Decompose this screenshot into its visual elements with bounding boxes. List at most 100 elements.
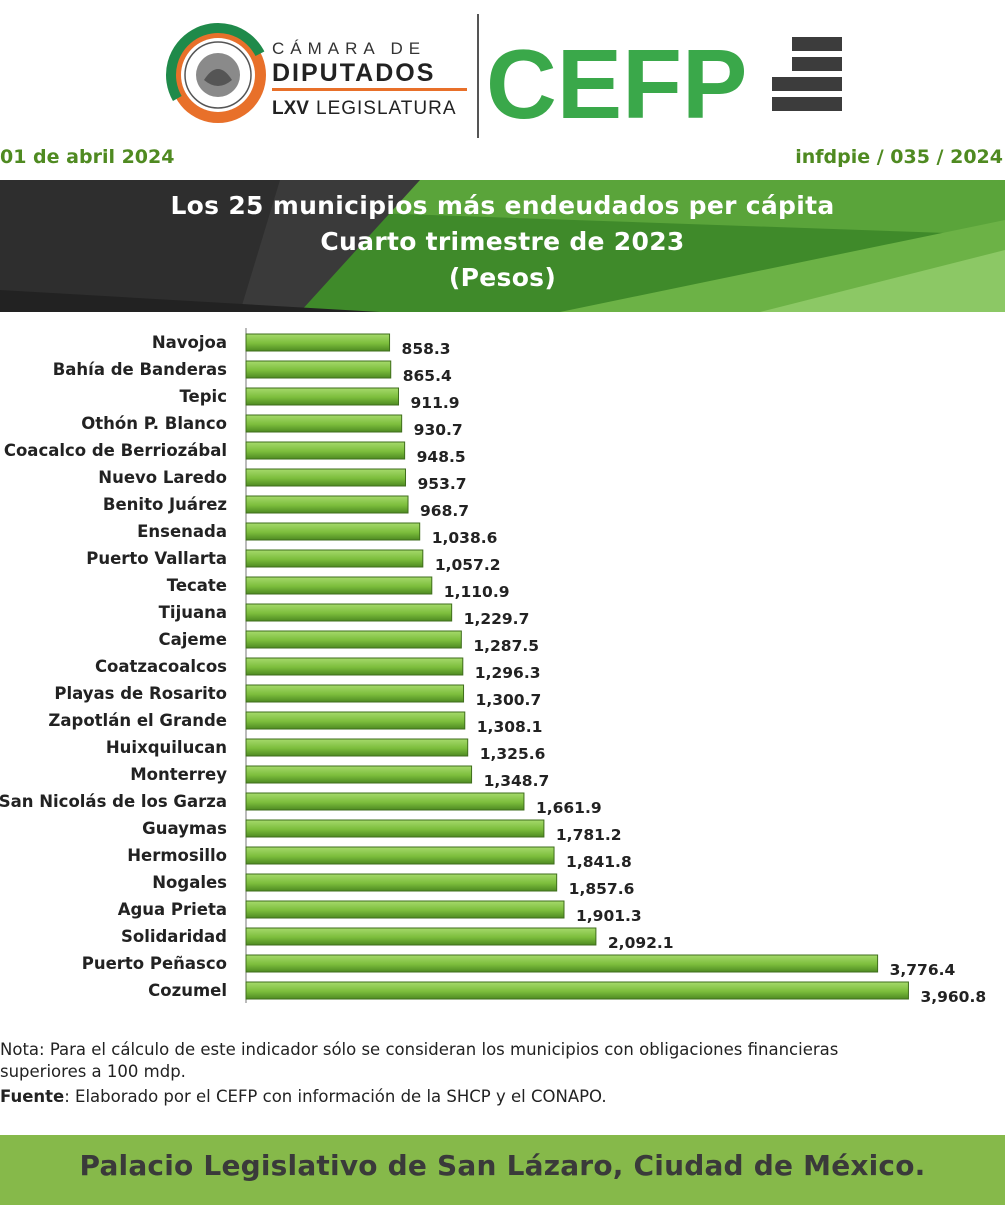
source-text: : Elaborado por el CEFP con información … — [64, 1087, 607, 1106]
cefp-logo-text: CEFP — [486, 29, 747, 139]
header-logos: CÁMARA DE DIPUTADOS LXV LEGISLATURA CEFP — [166, 14, 842, 139]
category-label: Huixquilucan — [106, 738, 227, 757]
category-label: Navojoa — [152, 333, 227, 352]
value-label: 1,287.5 — [473, 637, 539, 655]
bar — [245, 414, 403, 433]
footer-band: Palacio Legislativo de San Lázaro, Ciuda… — [0, 1135, 1005, 1205]
category-label: Coacalco de Berriozábal — [4, 441, 227, 460]
category-label: Ensenada — [137, 522, 227, 541]
value-label: 1,296.3 — [475, 664, 541, 682]
value-label: 1,300.7 — [476, 691, 542, 709]
value-label: 1,781.2 — [556, 826, 622, 844]
category-label: Othón P. Blanco — [81, 414, 227, 433]
header-divider — [477, 14, 479, 138]
bar — [245, 765, 473, 784]
value-label: 1,348.7 — [484, 772, 550, 790]
bar — [245, 387, 400, 406]
category-label: Playas de Rosarito — [54, 684, 227, 703]
source-line: Fuente: Elaborado por el CEFP con inform… — [0, 1087, 607, 1106]
document-code: infdpie / 035 / 2024 — [795, 146, 1003, 168]
bar — [245, 846, 555, 865]
bar — [245, 576, 433, 595]
value-label: 1,038.6 — [432, 529, 498, 547]
category-label: Puerto Vallarta — [86, 549, 227, 568]
category-label: Zapotlán el Grande — [48, 711, 227, 730]
category-label: Coatzacoalcos — [95, 657, 227, 676]
note-text: Nota: Para el cálculo de este indicador … — [0, 1040, 839, 1059]
note-text-continued: superiores a 100 mdp. — [0, 1062, 186, 1081]
category-label: Bahía de Banderas — [53, 360, 227, 379]
bar — [245, 684, 465, 703]
value-label: 1,308.1 — [477, 718, 543, 736]
bar — [245, 360, 392, 379]
category-label: Tepic — [179, 387, 227, 406]
bar — [245, 711, 466, 730]
bar — [245, 792, 525, 811]
category-label: Nuevo Laredo — [98, 468, 227, 487]
value-label: 3,960.8 — [920, 988, 986, 1006]
bar — [245, 900, 565, 919]
category-label: Cozumel — [148, 981, 227, 1000]
value-label: 865.4 — [403, 367, 452, 385]
value-label: 1,110.9 — [444, 583, 510, 601]
category-label: Nogales — [152, 873, 227, 892]
value-label: 2,092.1 — [608, 934, 674, 952]
category-label: Benito Juárez — [103, 495, 227, 514]
value-label: 911.9 — [411, 394, 460, 412]
source-label: Fuente — [0, 1087, 65, 1106]
publication-date: 01 de abril 2024 — [0, 146, 175, 168]
bar — [245, 927, 597, 946]
category-label: Guaymas — [142, 819, 227, 838]
value-label: 930.7 — [414, 421, 463, 439]
value-label: 1,325.6 — [480, 745, 546, 763]
bar — [245, 630, 462, 649]
bar — [245, 657, 464, 676]
value-label: 1,661.9 — [536, 799, 602, 817]
banner-background — [0, 180, 1005, 312]
orange-rule — [272, 88, 467, 91]
value-label: 953.7 — [418, 475, 467, 493]
bar — [245, 738, 469, 757]
bar-chart: Navojoa 858.3 Bahía de Banderas 865.4 Tepic 9… — [0, 328, 986, 1006]
bar — [245, 954, 879, 973]
category-label: Hermosillo — [127, 846, 227, 865]
category-label: Tijuana — [159, 603, 227, 622]
category-label: Monterrey — [130, 765, 227, 784]
bar — [245, 603, 453, 622]
value-label: 858.3 — [402, 340, 451, 358]
bar — [245, 873, 558, 892]
legislatura-text: LEGISLATURA — [316, 98, 457, 119]
legislatura-bold-text: LXV — [272, 98, 309, 119]
value-label: 1,841.8 — [566, 853, 632, 871]
value-label: 1,057.2 — [435, 556, 501, 574]
category-label: Cajeme — [159, 630, 227, 649]
bar — [245, 333, 391, 352]
header: CÁMARA DE DIPUTADOS LXV LEGISLATURA CEFP — [0, 0, 1005, 145]
title-banner: Los 25 municipios más endeudados per cáp… — [0, 180, 1005, 312]
value-label: 968.7 — [420, 502, 469, 520]
category-label: Solidaridad — [121, 927, 227, 946]
value-label: 1,857.6 — [569, 880, 635, 898]
footer-text: Palacio Legislativo de San Lázaro, Ciuda… — [79, 1149, 926, 1182]
bar — [245, 819, 545, 838]
bar — [245, 441, 406, 460]
value-label: 1,901.3 — [576, 907, 642, 925]
bar — [245, 981, 909, 1000]
category-label: San Nicolás de los Garza — [0, 792, 227, 811]
bar — [245, 495, 409, 514]
value-label: 1,229.7 — [464, 610, 530, 628]
category-label: Agua Prieta — [118, 900, 227, 919]
camara-seal-logo — [166, 22, 270, 127]
cefp-grid-icon — [772, 37, 842, 111]
chart-title: Los 25 municipios más endeudados per cáp… — [170, 191, 835, 220]
bar — [245, 468, 407, 487]
chart-subtitle: Cuarto trimestre de 2023 — [320, 227, 685, 256]
chart-units: (Pesos) — [448, 263, 557, 292]
value-label: 3,776.4 — [890, 961, 956, 979]
camara-text: CÁMARA DE — [272, 39, 426, 58]
category-label: Tecate — [167, 576, 227, 595]
bar — [245, 522, 421, 541]
bar — [245, 549, 424, 568]
category-label: Puerto Peñasco — [82, 954, 227, 973]
diputados-text: DIPUTADOS — [272, 59, 435, 87]
